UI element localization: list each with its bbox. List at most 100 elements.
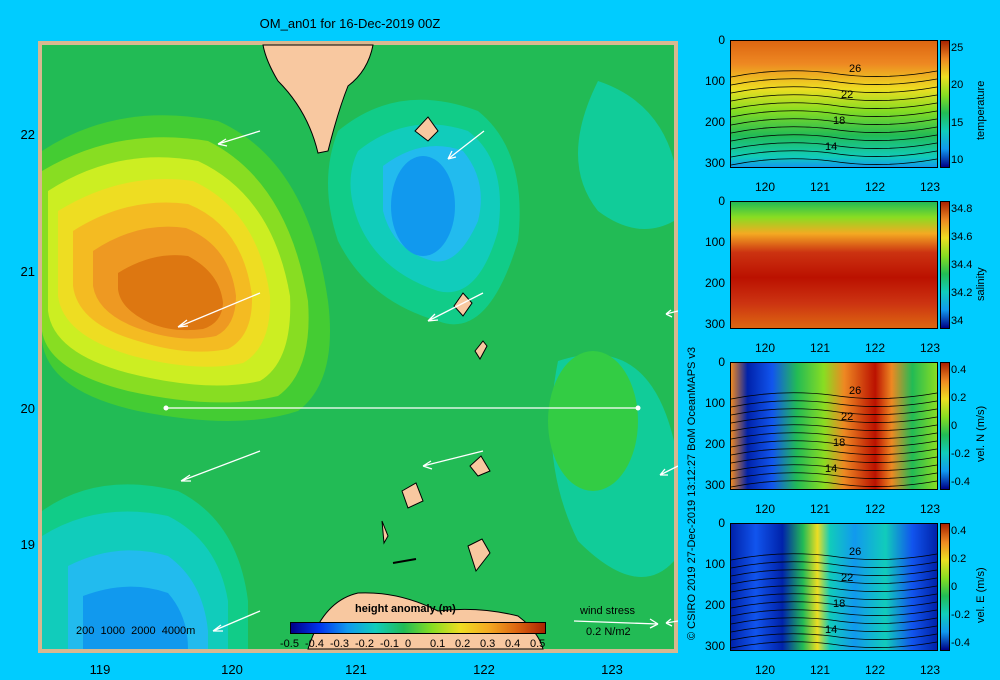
contour-line [731, 601, 937, 609]
section-colorbar-temperature [940, 40, 950, 168]
eddy-cold-core [391, 156, 455, 256]
contour-lines [731, 553, 937, 649]
contour-line [731, 625, 937, 633]
land-island-7 [467, 538, 491, 573]
contour-line [731, 94, 937, 102]
wind-arrows [177, 130, 678, 632]
section-plot-salinity[interactable] [730, 201, 938, 329]
section-xtick: 121 [809, 341, 831, 355]
section-colorbar-salinity [940, 201, 950, 329]
colorbar-title: height anomaly (m) [355, 603, 456, 615]
contour-line [731, 448, 937, 456]
contour-line [731, 134, 937, 142]
section-ytick: 300 [704, 478, 725, 492]
contour-line [731, 456, 937, 464]
colorbar-ticks: -0.5 -0.4 -0.3 -0.2 -0.1 0 0.1 0.2 0.3 0.4 0.5 [280, 638, 550, 652]
land-island-6 [381, 520, 389, 545]
section-colorbar-tick: 25 [951, 42, 964, 54]
contour-line [731, 617, 937, 625]
section-label-vel-e: vel. E (m/s) [975, 567, 987, 623]
field-southeast-high [548, 351, 638, 491]
contour-label: 22 [841, 572, 854, 584]
map-ytick-22: 22 [20, 127, 35, 142]
section-colorbar-tick: 15 [951, 116, 964, 129]
contour-line [731, 392, 937, 400]
contour-line [731, 553, 937, 561]
section-plot-vel-e[interactable]: 26 22 18 14 [730, 523, 938, 651]
section-plot-temperature[interactable]: 26 22 18 14 [730, 40, 938, 168]
section-colorbar-vel-n [940, 362, 950, 490]
colorbar-tick-label: 0.5 [530, 638, 546, 650]
section-colorbar-tick: 34.6 [951, 231, 973, 243]
contour-lines [731, 392, 937, 488]
contour-label: 26 [849, 546, 862, 558]
section-xtick: 120 [754, 663, 776, 677]
section-colorbar-tick: 34.8 [951, 203, 973, 215]
main-map[interactable] [38, 41, 678, 653]
land-island-3 [474, 340, 488, 360]
colorbar-tick-label: -0.4 [305, 638, 324, 650]
contour-line [731, 440, 937, 448]
section-xtick: 123 [919, 663, 941, 677]
section-colorbar-tick: 0 [951, 581, 958, 593]
section-ytick: 100 [704, 235, 725, 249]
contour-line [731, 633, 937, 641]
map-title: OM_an01 for 16-Dec-2019 00Z [259, 16, 441, 31]
section-xtick: 122 [864, 663, 886, 677]
depth-legend-200: 200 [76, 625, 95, 637]
section-xtick: 123 [919, 341, 941, 355]
contour-line [731, 561, 937, 569]
section-xtick: 121 [809, 663, 831, 677]
contour-line [731, 126, 937, 134]
section-colorbar-tick: 0.4 [951, 364, 967, 376]
section-label-salinity: salinity [975, 267, 987, 301]
colorbar-tick-label: -0.2 [355, 638, 374, 650]
map-xtick-123: 123 [601, 662, 623, 677]
eddy-warm-core [118, 255, 223, 331]
section-plot-vel-n[interactable]: 26 22 18 14 [730, 362, 938, 490]
section-ytick: 100 [704, 557, 725, 571]
contour-line [731, 158, 937, 166]
contour-line [731, 464, 937, 472]
section-colorbar-tick: 34 [951, 315, 964, 327]
wind-scale-label: 0.2 N/m2 [586, 626, 631, 638]
section-ytick: 300 [704, 317, 725, 331]
section-colorbar-tick: 10 [951, 154, 964, 166]
contour-line [731, 609, 937, 617]
section-colorbar-tick: -0.4 [951, 476, 970, 488]
map-ytick-20: 20 [20, 401, 35, 416]
section-ytick: 0 [718, 33, 725, 47]
contour-label: 14 [825, 141, 838, 153]
map-xtick-120: 120 [221, 662, 243, 677]
land-taiwan [262, 44, 374, 154]
height-colorbar [290, 622, 546, 634]
colorbar-tick-label: -0.1 [380, 638, 399, 650]
map-xtick-121: 121 [345, 662, 367, 677]
section-ytick: 0 [718, 355, 725, 369]
section-xtick: 120 [754, 502, 776, 516]
section-ytick: 300 [704, 639, 725, 653]
section-ytick: 100 [704, 396, 725, 410]
colorbar-tick-label: 0.2 [455, 638, 471, 650]
contour-line [731, 408, 937, 416]
wind-scale-arrow [573, 618, 659, 629]
section-ytick: 200 [704, 437, 725, 451]
field-east-low [578, 81, 674, 229]
section-label-vel-n: vel. N (m/s) [975, 405, 987, 462]
depth-legend: 200 1000 2000 4000m [76, 625, 195, 637]
contour-line [731, 432, 937, 440]
section-colorbar-tick: 0.2 [951, 392, 967, 404]
colorbar-tick-label: 0.3 [480, 638, 496, 650]
contour-line [731, 424, 937, 432]
section-label-temperature: temperature [975, 80, 987, 140]
map-xtick-122: 122 [473, 662, 495, 677]
contour-label: 18 [833, 437, 846, 449]
section-colorbar-tick: 34.2 [951, 287, 973, 299]
section-xtick: 122 [864, 180, 886, 194]
land-island-2 [453, 292, 473, 317]
contour-line [731, 593, 937, 601]
section-xtick: 121 [809, 502, 831, 516]
contour-line [731, 110, 937, 118]
section-end [635, 405, 641, 411]
copyright-text: © CSIRO 2019 27-Dec-2019 13:12:27 BoM Oc… [686, 346, 698, 640]
